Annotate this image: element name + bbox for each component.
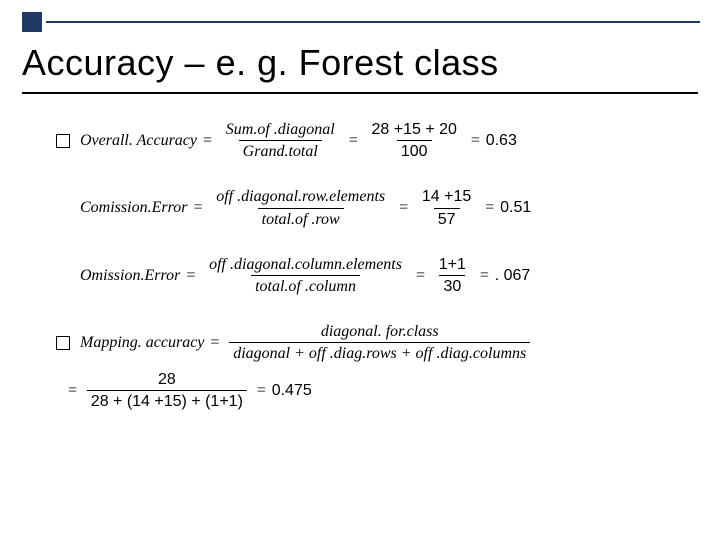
equals: = — [185, 266, 196, 285]
equals: = — [479, 266, 490, 285]
equals: = — [209, 333, 220, 352]
frac-numeric: 1+1 30 — [435, 255, 470, 296]
num: 28 — [154, 370, 180, 390]
bullet-icon — [56, 134, 70, 148]
num: off .diagonal.column.elements — [205, 255, 406, 275]
frac-symbolic: off .diagonal.row.elements total.of .row — [212, 187, 389, 228]
equals: = — [202, 131, 213, 150]
equals: = — [348, 131, 359, 150]
num: 14 +15 — [418, 187, 475, 207]
den: 30 — [439, 275, 465, 296]
num: off .diagonal.row.elements — [212, 187, 389, 207]
num: 28 +15 + 20 — [367, 120, 460, 140]
equals: = — [398, 198, 409, 217]
frac-numeric: 28 28 + (14 +15) + (1+1) — [87, 370, 247, 411]
lhs: Omission.Error — [80, 266, 180, 285]
decor-box — [22, 12, 42, 32]
result: 0.51 — [500, 198, 531, 217]
expr-mapping: Mapping. accuracy = diagonal. for.class … — [80, 322, 534, 363]
frac-symbolic: off .diagonal.column.elements total.of .… — [205, 255, 406, 296]
formula-commission: Comission.Error = off .diagonal.row.elem… — [56, 187, 676, 228]
equals: = — [192, 198, 203, 217]
den: 100 — [397, 140, 432, 161]
den: Grand.total — [239, 140, 322, 161]
title-underline — [22, 92, 698, 94]
num: diagonal. for.class — [317, 322, 443, 342]
expr-mapping-2: = 28 28 + (14 +15) + (1+1) = 0.475 — [62, 370, 312, 411]
formula-mapping-line2: = 28 28 + (14 +15) + (1+1) = 0.475 — [56, 370, 676, 411]
result: 0.475 — [272, 381, 312, 400]
formula-block: Overall. Accuracy = Sum.of .diagonal Gra… — [56, 120, 676, 437]
den: total.of .column — [251, 275, 360, 296]
equals: = — [484, 198, 495, 217]
slide-title: Accuracy – e. g. Forest class — [22, 42, 499, 84]
equals: = — [470, 131, 481, 150]
num: Sum.of .diagonal — [222, 120, 339, 140]
num: 1+1 — [435, 255, 470, 275]
expr-omission: Omission.Error = off .diagonal.column.el… — [80, 255, 530, 296]
formula-omission: Omission.Error = off .diagonal.column.el… — [56, 255, 676, 296]
frac-symbolic: diagonal. for.class diagonal + off .diag… — [229, 322, 530, 363]
expr-commission: Comission.Error = off .diagonal.row.elem… — [80, 187, 531, 228]
frac-numeric: 14 +15 57 — [418, 187, 475, 228]
formula-mapping: Mapping. accuracy = diagonal. for.class … — [56, 322, 676, 363]
expr-overall: Overall. Accuracy = Sum.of .diagonal Gra… — [80, 120, 517, 161]
equals: = — [256, 381, 267, 400]
decor-line — [46, 21, 700, 23]
den: 57 — [434, 208, 460, 229]
den: total.of .row — [258, 208, 344, 229]
den: 28 + (14 +15) + (1+1) — [87, 390, 247, 411]
frac-numeric: 28 +15 + 20 100 — [367, 120, 460, 161]
frac-symbolic: Sum.of .diagonal Grand.total — [222, 120, 339, 161]
den: diagonal + off .diag.rows + off .diag.co… — [229, 342, 530, 363]
lhs: Mapping. accuracy — [80, 333, 204, 352]
result: . 067 — [495, 266, 531, 285]
equals: = — [67, 381, 78, 400]
lhs: Comission.Error — [80, 198, 187, 217]
formula-overall: Overall. Accuracy = Sum.of .diagonal Gra… — [56, 120, 676, 161]
equals: = — [415, 266, 426, 285]
bullet-icon — [56, 336, 70, 350]
lhs: Overall. Accuracy — [80, 131, 197, 150]
result: 0.63 — [486, 131, 517, 150]
